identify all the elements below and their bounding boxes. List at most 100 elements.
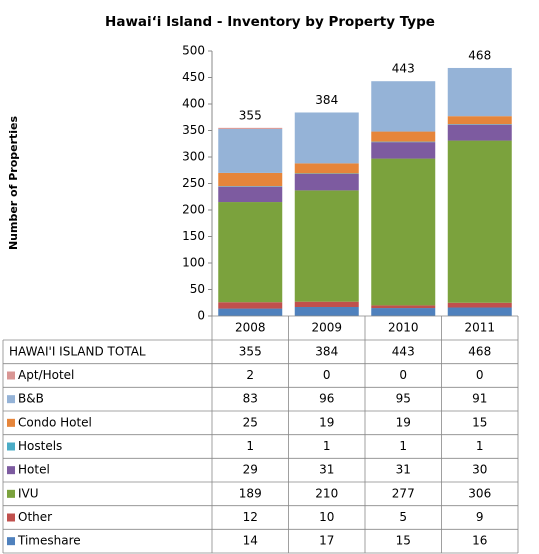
- bar-segment: [371, 305, 436, 309]
- total-label: 443: [392, 62, 415, 76]
- table-cell: 1: [476, 439, 484, 453]
- table-cell: 96: [319, 392, 334, 406]
- legend-label: Timeshare: [17, 534, 81, 548]
- table-cell: 14: [243, 534, 258, 548]
- table-cell: 0: [399, 368, 407, 382]
- table-cell: 12: [243, 510, 258, 524]
- bar-segment: [218, 128, 283, 173]
- table-cell: 25: [243, 415, 258, 429]
- table-cell: 306: [468, 486, 491, 500]
- bar-segment: [294, 173, 359, 191]
- legend-label: B&B: [18, 392, 44, 406]
- bar-segment: [218, 186, 283, 187]
- table-row-label: HAWAI'I ISLAND TOTAL: [9, 344, 146, 358]
- legend-swatch: [7, 395, 15, 404]
- bar-segment: [371, 131, 436, 142]
- bar-segment: [371, 158, 436, 306]
- bar-segment: [218, 202, 283, 303]
- table-cell: 189: [239, 486, 262, 500]
- x-tick-label: 2011: [464, 321, 495, 335]
- table-cell: 210: [315, 486, 338, 500]
- total-label: 355: [239, 108, 262, 122]
- table-cell: 91: [472, 392, 487, 406]
- legend-swatch: [7, 442, 15, 451]
- bar-segment: [371, 142, 436, 159]
- y-tick-label: 300: [182, 150, 205, 164]
- table-cell: 277: [392, 486, 415, 500]
- y-tick-label: 150: [182, 229, 205, 243]
- table-cell: 15: [396, 534, 411, 548]
- y-tick-label: 200: [182, 203, 205, 217]
- legend-label: Hostels: [18, 439, 62, 453]
- total-label: 468: [468, 48, 491, 62]
- x-tick-label: 2010: [388, 321, 419, 335]
- bar-segment: [447, 302, 512, 308]
- table-cell: 95: [396, 392, 411, 406]
- table-cell: 29: [243, 463, 258, 477]
- bar-segment: [447, 67, 512, 117]
- bar-segment: [294, 163, 359, 174]
- table-cell: 15: [472, 415, 487, 429]
- legend-swatch: [7, 418, 15, 427]
- bar-segment: [447, 124, 512, 141]
- table-cell: 16: [472, 534, 487, 548]
- legend-swatch: [7, 513, 15, 522]
- bar-segment: [447, 116, 512, 125]
- legend-swatch: [7, 466, 15, 475]
- legend-swatch: [7, 489, 15, 498]
- table-cell: 1: [246, 439, 254, 453]
- y-tick-label: 100: [182, 256, 205, 270]
- chart-title: Hawai‘i Island - Inventory by Property T…: [105, 14, 435, 30]
- bar-segment: [218, 302, 283, 309]
- table-cell: 355: [239, 344, 262, 358]
- bar-segment: [447, 140, 512, 303]
- table-cell: 0: [476, 368, 484, 382]
- x-tick-label: 2008: [235, 321, 266, 335]
- bar-segment: [218, 186, 283, 203]
- table-cell: 0: [323, 368, 331, 382]
- bar-segment: [447, 124, 512, 125]
- legend-swatch: [7, 371, 15, 380]
- bar-segment: [294, 173, 359, 174]
- legend-swatch: [7, 537, 15, 546]
- y-tick-label: 250: [182, 176, 205, 190]
- bar-segment: [371, 308, 436, 316]
- table-cell: 17: [319, 534, 334, 548]
- legend-label: Other: [18, 510, 52, 524]
- table-cell: 19: [396, 415, 411, 429]
- bar-segment: [218, 172, 283, 187]
- y-axis-label: Number of Properties: [7, 116, 20, 251]
- table-cell: 5: [399, 510, 407, 524]
- x-tick-label: 2009: [311, 321, 342, 335]
- bar-segment: [371, 81, 436, 132]
- y-tick-label: 500: [182, 44, 205, 58]
- y-tick-label: 400: [182, 97, 205, 111]
- y-tick-label: 0: [197, 309, 205, 323]
- y-tick-label: 350: [182, 123, 205, 137]
- legend-label: IVU: [18, 486, 39, 500]
- table-cell: 1: [323, 439, 331, 453]
- bar-segment: [447, 307, 512, 316]
- bar-segment: [294, 306, 359, 316]
- legend-label: Apt/Hotel: [18, 368, 74, 382]
- table-cell: 31: [319, 463, 334, 477]
- bar-segment: [294, 301, 359, 307]
- legend-label: Condo Hotel: [18, 415, 92, 429]
- table-cell: 83: [243, 392, 258, 406]
- table-cell: 1: [399, 439, 407, 453]
- table-cell: 468: [468, 344, 491, 358]
- table-cell: 443: [392, 344, 415, 358]
- bar-segment: [294, 112, 359, 164]
- y-tick-label: 450: [182, 70, 205, 84]
- table-cell: 19: [319, 415, 334, 429]
- legend-label: Hotel: [18, 463, 50, 477]
- table-cell: 9: [476, 510, 484, 524]
- table-cell: 30: [472, 463, 487, 477]
- table-cell: 10: [319, 510, 334, 524]
- bar-segment: [371, 141, 436, 143]
- table-cell: 2: [246, 368, 254, 382]
- bar-segment: [294, 190, 359, 302]
- y-tick-label: 50: [190, 282, 205, 296]
- bar-segment: [218, 127, 283, 129]
